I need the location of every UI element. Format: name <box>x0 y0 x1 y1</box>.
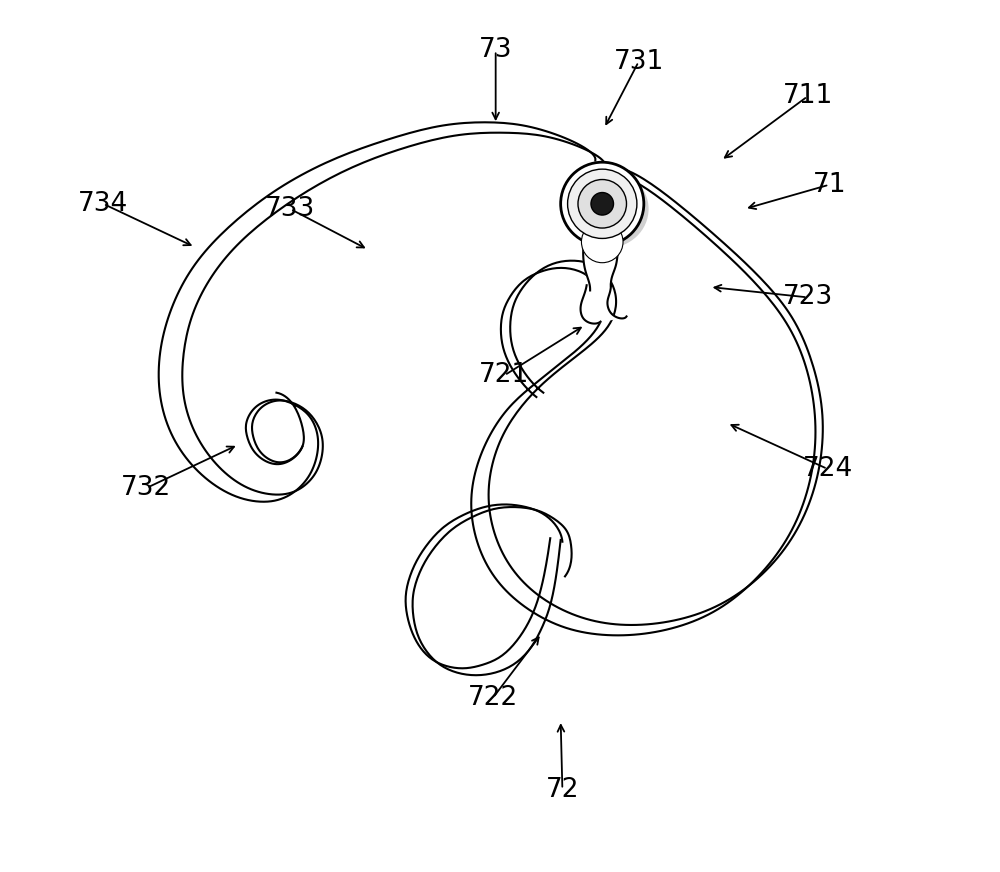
Ellipse shape <box>566 170 649 248</box>
Text: 723: 723 <box>782 284 833 310</box>
Text: 732: 732 <box>121 475 172 501</box>
Text: 731: 731 <box>614 49 664 75</box>
Circle shape <box>568 169 637 238</box>
Circle shape <box>581 221 623 262</box>
Text: 71: 71 <box>812 172 846 198</box>
Text: 711: 711 <box>782 84 833 109</box>
Polygon shape <box>581 284 627 324</box>
Text: 73: 73 <box>479 37 512 64</box>
Circle shape <box>561 162 644 245</box>
Circle shape <box>578 180 627 228</box>
Text: 721: 721 <box>479 363 529 388</box>
Polygon shape <box>583 238 620 290</box>
Text: 733: 733 <box>265 196 315 222</box>
Text: 734: 734 <box>78 191 128 217</box>
Text: 722: 722 <box>468 685 518 711</box>
Text: 72: 72 <box>546 776 579 802</box>
Circle shape <box>591 193 614 215</box>
Text: 724: 724 <box>802 456 853 482</box>
